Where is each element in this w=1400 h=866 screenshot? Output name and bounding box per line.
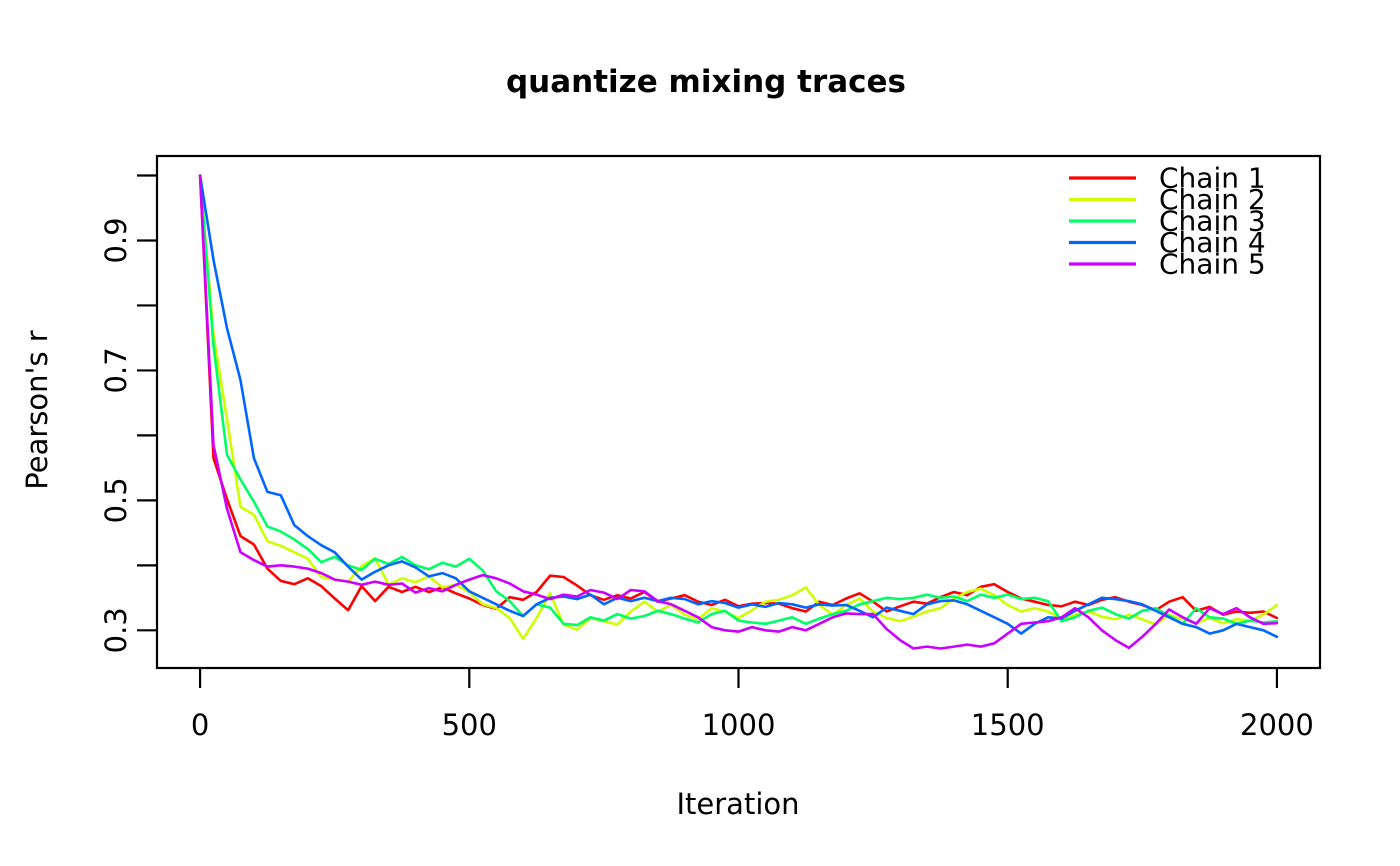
legend-label-chain-4: Chain 4: [1159, 226, 1266, 259]
plot-box: [155, 154, 1322, 670]
legend-label-chain-2: Chain 2: [1159, 183, 1266, 216]
chart-title: quantize mixing traces: [506, 64, 906, 100]
x-tick-label: 0: [191, 708, 209, 742]
y-tick-label: 0.5: [99, 477, 133, 523]
x-tick-label: 1000: [702, 708, 776, 742]
trace-chain-5: [198, 174, 1279, 650]
x-tick-label: 2000: [1240, 708, 1314, 742]
x-axis-label: Iteration: [676, 787, 799, 821]
legend-label-chain-5: Chain 5: [1159, 248, 1266, 281]
legend-label-chain-1: Chain 1: [1159, 162, 1266, 195]
x-tick-label: 500: [442, 708, 497, 742]
trace-lines: [198, 174, 1279, 650]
y-axis-label: Pearson's r: [20, 330, 54, 490]
x-tick-label: 1500: [971, 708, 1045, 742]
trace-chain-3: [198, 174, 1279, 627]
trace-chain-2: [198, 174, 1279, 641]
x-axis: 0 500 1000 1500 2000: [191, 668, 1314, 742]
y-tick-label: 0.3: [99, 607, 133, 653]
legend-label-chain-3: Chain 3: [1159, 205, 1266, 238]
trace-chain-4: [198, 174, 1279, 639]
y-axis: 0.3 0.5 0.7 0.9: [99, 174, 157, 653]
y-tick-label: 0.7: [99, 347, 133, 393]
y-tick-label: 0.9: [99, 217, 133, 263]
